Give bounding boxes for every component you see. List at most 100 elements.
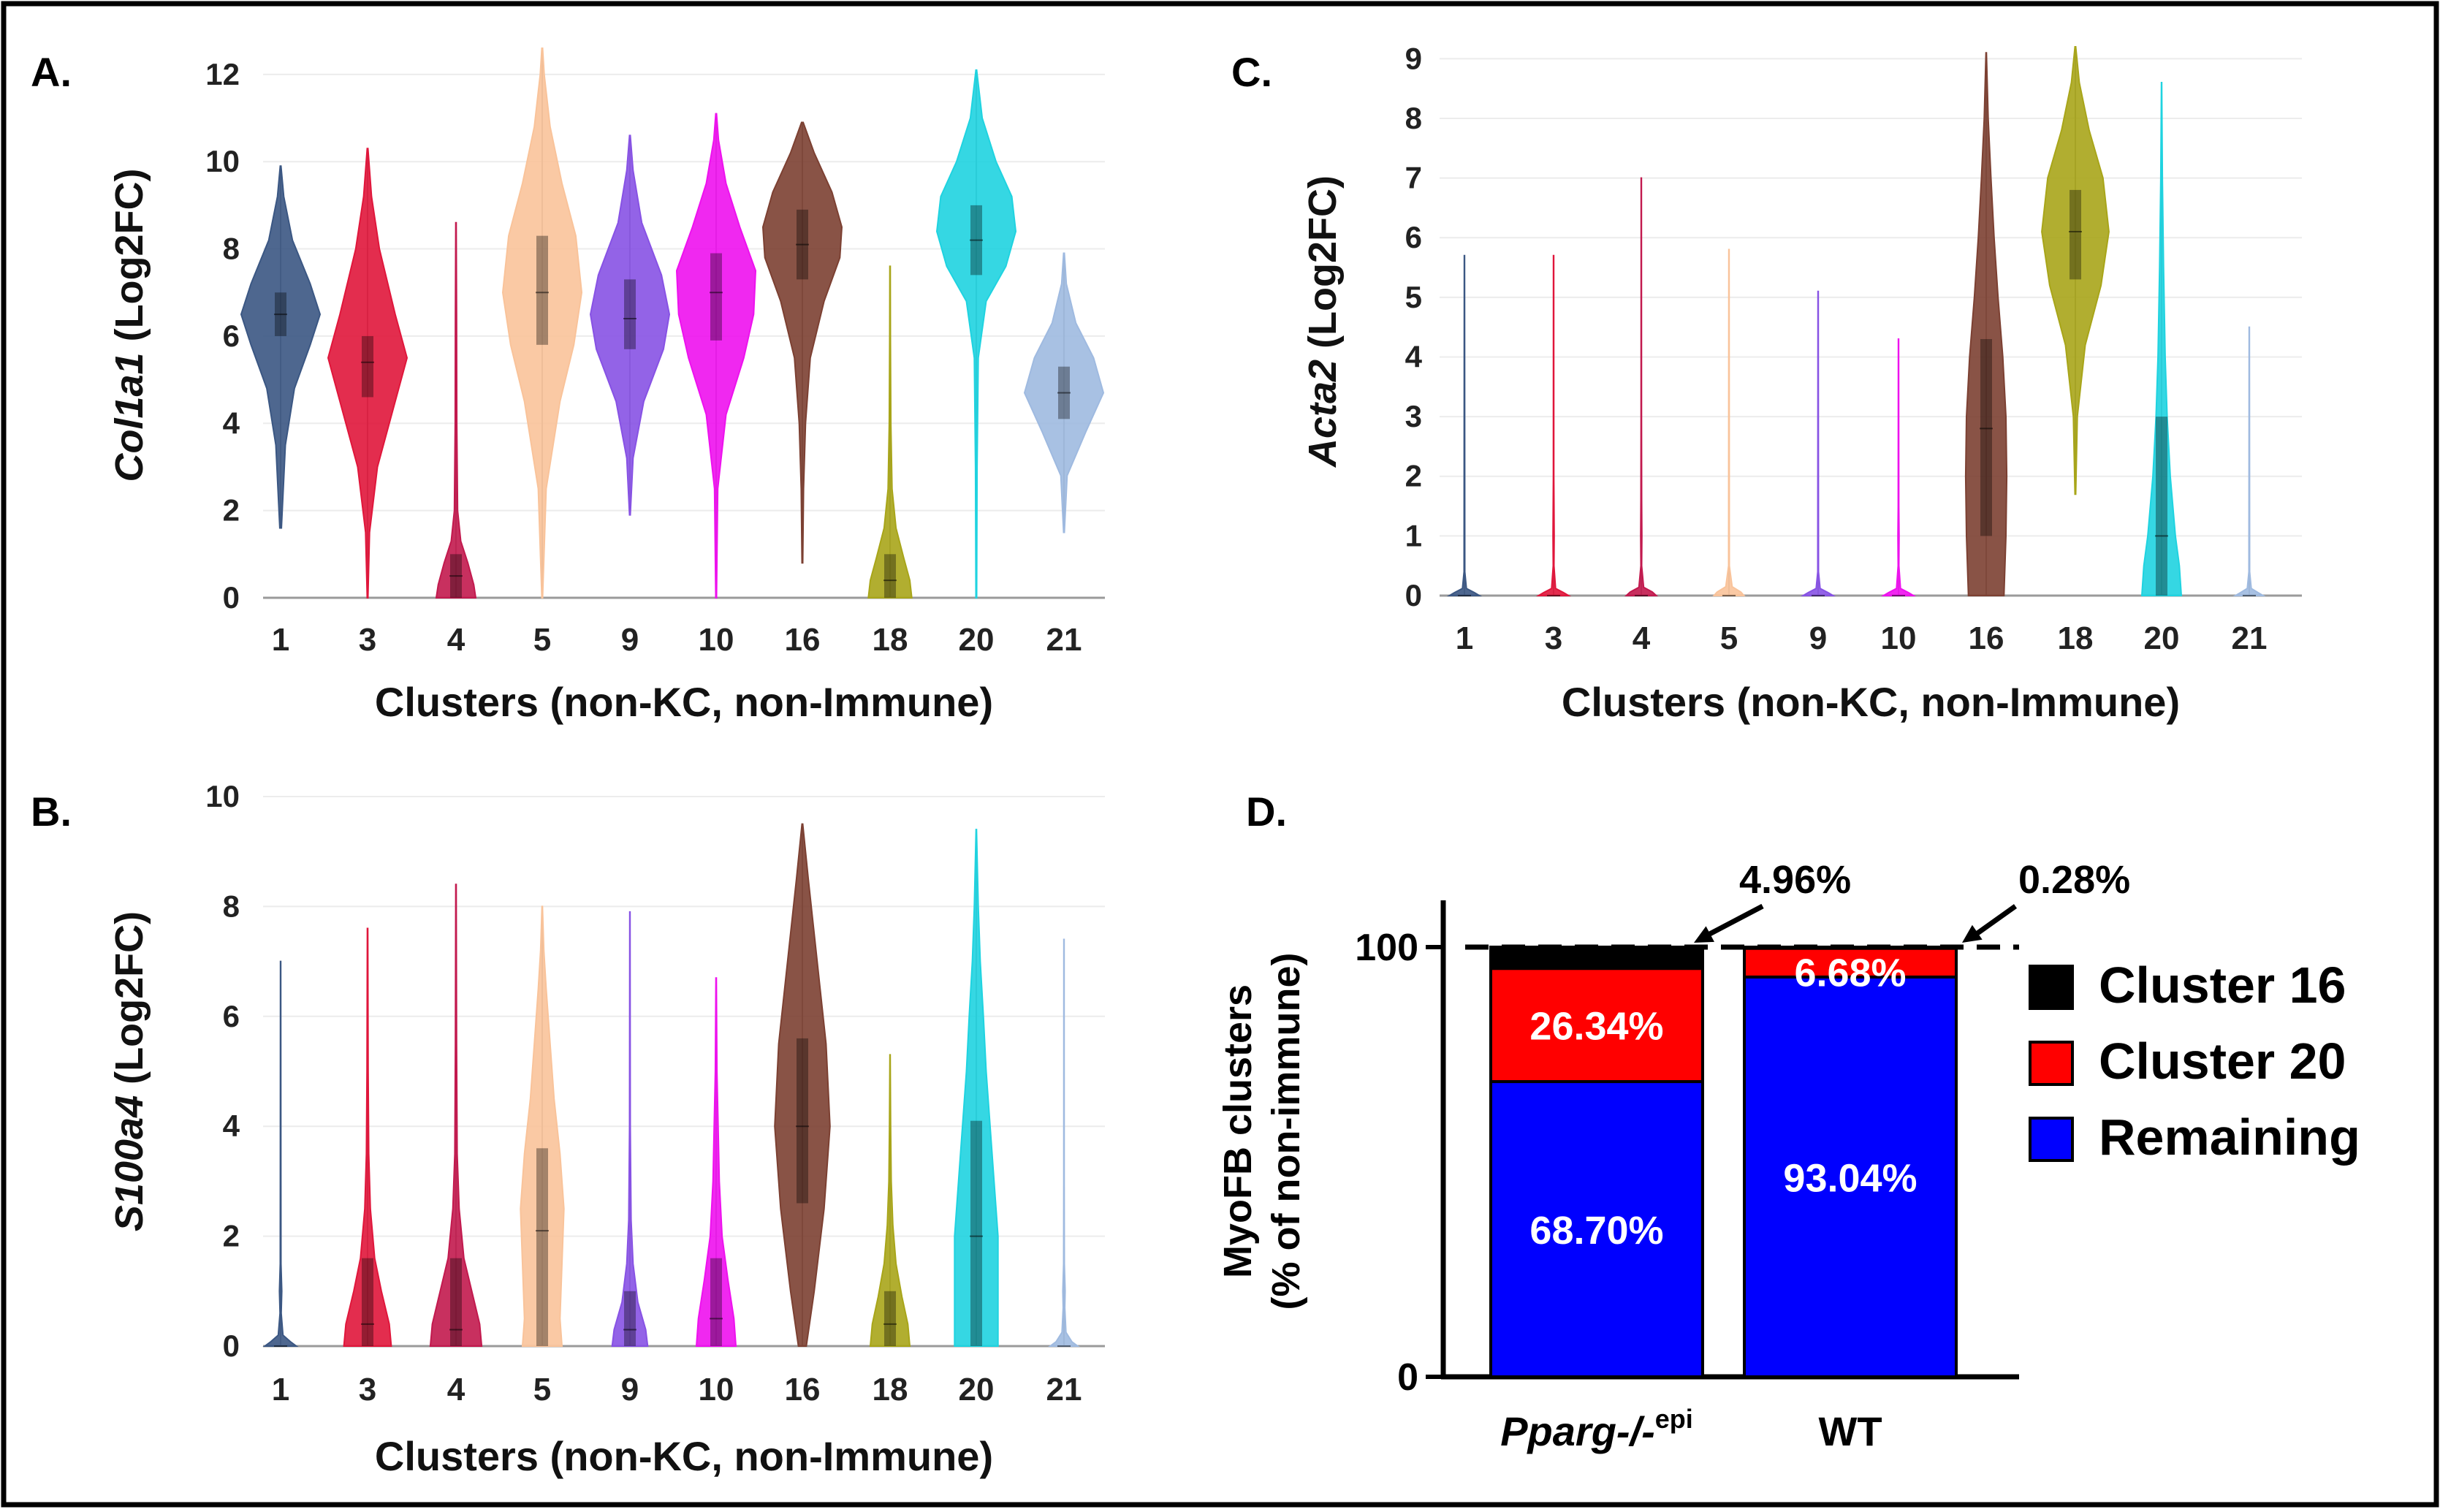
y-axis-label-unit: (Log2FC)	[1301, 175, 1345, 360]
x-tick-label: 9	[1809, 620, 1827, 656]
violin-panel-col1a1: 0 2 4 6 8 10 12 1 3 4 5 9 10 16 18 20 21 Clusters (non-KC…	[107, 48, 1105, 725]
y-tick-label: 2	[223, 1219, 240, 1253]
y-tick-label: 5	[1405, 280, 1422, 314]
violin-cluster-4	[435, 221, 477, 599]
y-axis-label-gene: Col1a1	[107, 352, 151, 482]
legend-swatch	[2029, 965, 2074, 1010]
x-tick-label: 10	[699, 1372, 734, 1407]
y-tick-label: 8	[223, 232, 240, 266]
violin-cluster-16	[1964, 52, 2008, 596]
violin-body	[1964, 52, 2008, 596]
y-tick-label: 6	[223, 319, 240, 353]
y-tick-label: 8	[1405, 101, 1422, 135]
legend-swatch	[2029, 1117, 2074, 1162]
x-tick-label: 4	[447, 1372, 465, 1407]
y-tick-label: 10	[205, 144, 240, 178]
x-tick-label: 16	[785, 1372, 821, 1407]
violin-iqr-box	[536, 235, 548, 345]
violin-cluster-3	[343, 927, 392, 1347]
x-tick-label: 5	[533, 622, 551, 658]
violin-cluster-20	[954, 829, 999, 1347]
violin-body	[2041, 46, 2110, 495]
violin-body	[501, 48, 583, 599]
violin-body	[343, 927, 392, 1347]
violin-body	[1880, 338, 1917, 596]
violin-body	[761, 121, 843, 564]
y-axis-label-unit: (Log2FC)	[107, 168, 151, 352]
x-category-label-wt: WT	[1818, 1408, 1882, 1454]
x-tick-label: 5	[1720, 620, 1738, 656]
x-tick-label: 3	[359, 622, 376, 658]
x-tick-label: 18	[873, 1372, 908, 1407]
x-tick-label: 21	[2232, 620, 2268, 656]
y-tick-label: 7	[1405, 161, 1422, 195]
violin-body	[774, 823, 831, 1347]
violin-iqr-box	[2156, 417, 2167, 596]
violin-body	[240, 165, 322, 529]
x-tick-label: 3	[359, 1372, 376, 1407]
x-tick-label: 10	[699, 622, 734, 658]
data-label: 93.04%	[1783, 1156, 1917, 1200]
y-tick-label: 8	[223, 889, 240, 923]
x-tick-label: 20	[959, 622, 995, 658]
violin-iqr-box	[710, 1258, 722, 1346]
data-label: 68.70%	[1529, 1209, 1663, 1253]
y-axis-label-gene: S100a4	[107, 1095, 151, 1231]
annotation-arrow	[1970, 904, 2018, 939]
x-tick-label: 20	[959, 1372, 995, 1407]
violin-body	[869, 1054, 911, 1347]
y-tick-label: 12	[205, 57, 240, 91]
x-tick-label: 9	[621, 1372, 639, 1407]
violin-body	[954, 829, 999, 1347]
violin-iqr-box	[536, 1148, 548, 1346]
x-category-main: Pparg-/-	[1500, 1408, 1655, 1454]
violin-body	[695, 977, 737, 1347]
violin-body	[675, 113, 757, 599]
violin-cluster-16	[774, 823, 831, 1347]
stacked-bar-panel-myofb: 0 100 68.70% 26.34% 93.04% 6.68% 4.96% 0.28% Myo…	[1216, 858, 2360, 1454]
annotation-arrow	[1703, 903, 1764, 940]
y-axis-label-line2: (% of non-immune)	[1264, 953, 1308, 1310]
violin-body	[1624, 177, 1659, 596]
y-tick-label: 4	[223, 406, 240, 440]
x-axis-label: Clusters (non-KC, non-Immune)	[1562, 679, 2180, 725]
violin-iqr-box	[624, 1291, 636, 1346]
x-tick-label: 3	[1545, 620, 1562, 656]
violin-cluster-1	[240, 165, 322, 529]
data-label: 26.34%	[1529, 1005, 1663, 1049]
legend-label: Remaining	[2099, 1109, 2360, 1166]
violin-iqr-box	[450, 1258, 462, 1346]
x-tick-label: 4	[1633, 620, 1651, 656]
violin-body	[589, 134, 671, 516]
y-axis-label: Acta2 (Log2FC)	[1301, 175, 1345, 468]
y-tick-label: 100	[1355, 927, 1418, 969]
y-axis-label-unit: (Log2FC)	[107, 911, 151, 1095]
violin-body	[435, 221, 477, 599]
x-tick-label: 18	[2058, 620, 2094, 656]
x-tick-label: 1	[1456, 620, 1473, 656]
annotation-label: 0.28%	[2018, 858, 2130, 902]
violin-cluster-16	[761, 121, 843, 564]
x-tick-label: 10	[1881, 620, 1917, 656]
violin-cluster-21	[1023, 252, 1105, 533]
violin-body	[867, 265, 913, 599]
y-tick-label: 1	[1405, 518, 1422, 552]
y-tick-label: 0	[223, 580, 240, 615]
x-tick-label: 4	[447, 622, 465, 658]
violin-body	[1535, 254, 1572, 596]
violin-cluster-20	[2140, 82, 2183, 596]
y-axis-label-line1: MyoFB clusters	[1216, 984, 1260, 1278]
violin-body	[935, 69, 1017, 599]
x-tick-label: 21	[1046, 1372, 1082, 1407]
violin-body	[429, 884, 483, 1347]
violin-iqr-box	[362, 335, 373, 398]
x-axis-label: Clusters (non-KC, non-Immune)	[375, 1433, 993, 1479]
bar-segment-remaining	[1489, 1080, 1704, 1378]
violin-cluster-3	[1535, 254, 1572, 596]
violin-cluster-4	[429, 884, 483, 1347]
violin-cluster-5	[501, 48, 583, 599]
annotation-label: 4.96%	[1739, 858, 1851, 902]
